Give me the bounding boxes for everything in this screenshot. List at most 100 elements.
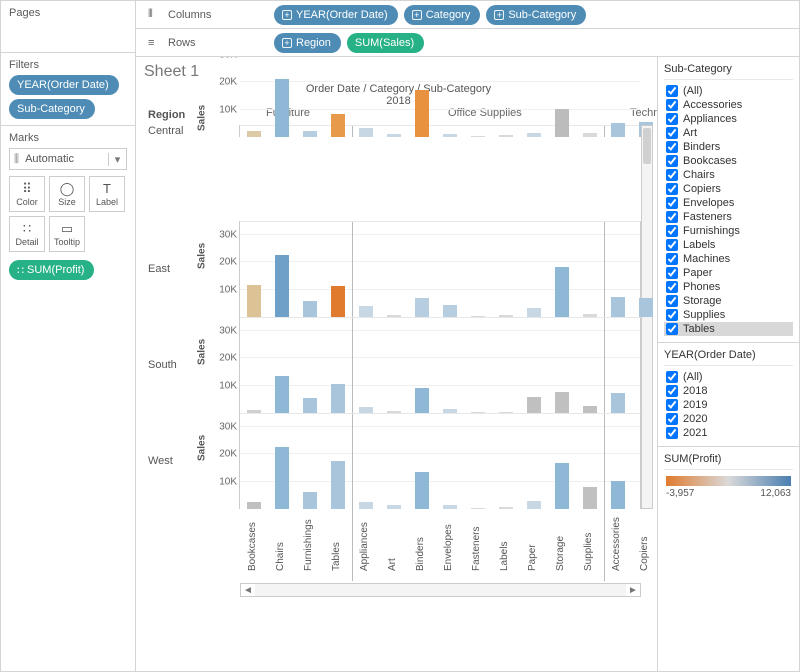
mark-card-size[interactable]: ◯Size bbox=[49, 176, 85, 212]
filter-item[interactable]: (All) bbox=[664, 84, 793, 98]
bar[interactable] bbox=[415, 298, 429, 317]
filter-item[interactable]: Accessories bbox=[664, 98, 793, 112]
chart-pane[interactable] bbox=[240, 125, 641, 137]
bar[interactable] bbox=[555, 109, 569, 137]
checkbox[interactable] bbox=[666, 225, 678, 237]
bar[interactable] bbox=[359, 306, 373, 317]
filter-item[interactable]: Labels bbox=[664, 238, 793, 252]
year-filter[interactable]: YEAR(Order Date) (All)2018201920202021 bbox=[658, 343, 799, 447]
chart-pane[interactable] bbox=[240, 221, 641, 317]
bar[interactable] bbox=[583, 133, 597, 137]
row-pill[interactable]: +Region bbox=[274, 33, 341, 53]
mark-type-select[interactable]: ⫼ Automatic ▾ bbox=[9, 148, 127, 170]
filter-item[interactable]: 2019 bbox=[664, 398, 793, 412]
chevron-down-icon[interactable]: ▾ bbox=[108, 153, 126, 166]
bar[interactable] bbox=[611, 481, 625, 509]
checkbox[interactable] bbox=[666, 253, 678, 265]
filter-item[interactable]: Appliances bbox=[664, 112, 793, 126]
bar[interactable] bbox=[471, 136, 485, 137]
checkbox[interactable] bbox=[666, 309, 678, 321]
bar[interactable] bbox=[247, 285, 261, 317]
checkbox[interactable] bbox=[666, 85, 678, 97]
mark-card-color[interactable]: ⠿Color bbox=[9, 176, 45, 212]
horizontal-scrollbar[interactable]: ◄ ► bbox=[240, 583, 641, 597]
filter-item[interactable]: Art bbox=[664, 126, 793, 140]
bar[interactable] bbox=[443, 305, 457, 317]
checkbox[interactable] bbox=[666, 413, 678, 425]
bar[interactable] bbox=[331, 114, 345, 137]
checkbox[interactable] bbox=[666, 113, 678, 125]
filter-item[interactable]: 2018 bbox=[664, 384, 793, 398]
checkbox[interactable] bbox=[666, 385, 678, 397]
pages-shelf[interactable]: Pages bbox=[1, 1, 135, 53]
bar[interactable] bbox=[583, 406, 597, 413]
bar[interactable] bbox=[303, 131, 317, 137]
checkbox[interactable] bbox=[666, 169, 678, 181]
checkbox[interactable] bbox=[666, 295, 678, 307]
chart-pane[interactable] bbox=[240, 317, 641, 413]
bar[interactable] bbox=[555, 463, 569, 509]
column-pill[interactable]: +Category bbox=[404, 5, 481, 25]
bar[interactable] bbox=[555, 267, 569, 317]
checkbox[interactable] bbox=[666, 323, 678, 335]
filter-item[interactable]: Tables bbox=[664, 322, 793, 336]
checkbox[interactable] bbox=[666, 371, 678, 383]
filter-item[interactable]: Paper bbox=[664, 266, 793, 280]
subcategory-filter[interactable]: Sub-Category (All)AccessoriesAppliancesA… bbox=[658, 57, 799, 343]
bar[interactable] bbox=[527, 397, 541, 413]
checkbox[interactable] bbox=[666, 155, 678, 167]
filter-item[interactable]: Fasteners bbox=[664, 210, 793, 224]
bar[interactable] bbox=[527, 133, 541, 137]
mark-card-detail[interactable]: ∷Detail bbox=[9, 216, 45, 252]
row-pill[interactable]: SUM(Sales) bbox=[347, 33, 424, 53]
bar[interactable] bbox=[555, 392, 569, 413]
column-pill[interactable]: +Sub-Category bbox=[486, 5, 586, 25]
bar[interactable] bbox=[331, 286, 345, 317]
filter-item[interactable]: Phones bbox=[664, 280, 793, 294]
bar[interactable] bbox=[275, 376, 289, 413]
bar[interactable] bbox=[359, 502, 373, 509]
bar[interactable] bbox=[415, 472, 429, 509]
filter-item[interactable]: (All) bbox=[664, 370, 793, 384]
bar[interactable] bbox=[275, 79, 289, 137]
bar[interactable] bbox=[527, 308, 541, 317]
checkbox[interactable] bbox=[666, 211, 678, 223]
mark-card-label[interactable]: TLabel bbox=[89, 176, 125, 212]
column-pill[interactable]: +YEAR(Order Date) bbox=[274, 5, 398, 25]
bar[interactable] bbox=[499, 135, 513, 137]
filters-shelf[interactable]: Filters YEAR(Order Date)Sub-Category bbox=[1, 53, 135, 126]
filter-item[interactable]: Envelopes bbox=[664, 196, 793, 210]
bar[interactable] bbox=[275, 255, 289, 317]
marks-color-pill[interactable]: ∷ SUM(Profit) bbox=[9, 260, 94, 280]
vertical-scrollbar[interactable] bbox=[641, 125, 653, 509]
bar[interactable] bbox=[331, 461, 345, 509]
filter-item[interactable]: Furnishings bbox=[664, 224, 793, 238]
checkbox[interactable] bbox=[666, 267, 678, 279]
chart-pane[interactable] bbox=[240, 413, 641, 509]
filter-item[interactable]: Bookcases bbox=[664, 154, 793, 168]
bar[interactable] bbox=[303, 492, 317, 509]
checkbox[interactable] bbox=[666, 427, 678, 439]
checkbox[interactable] bbox=[666, 197, 678, 209]
filter-item[interactable]: 2021 bbox=[664, 426, 793, 440]
bar[interactable] bbox=[247, 502, 261, 509]
scroll-right-icon[interactable]: ► bbox=[626, 585, 640, 596]
bar[interactable] bbox=[611, 123, 625, 137]
checkbox[interactable] bbox=[666, 127, 678, 139]
filter-item[interactable]: Storage bbox=[664, 294, 793, 308]
bar[interactable] bbox=[415, 90, 429, 137]
bar[interactable] bbox=[247, 131, 261, 137]
bar[interactable] bbox=[387, 134, 401, 137]
bar[interactable] bbox=[331, 384, 345, 413]
filter-pill[interactable]: Sub-Category bbox=[9, 99, 95, 119]
bar[interactable] bbox=[527, 501, 541, 509]
filter-item[interactable]: Machines bbox=[664, 252, 793, 266]
checkbox[interactable] bbox=[666, 141, 678, 153]
columns-shelf[interactable]: ⦀ Columns +YEAR(Order Date)+Category+Sub… bbox=[136, 1, 799, 29]
checkbox[interactable] bbox=[666, 239, 678, 251]
filter-item[interactable]: Chairs bbox=[664, 168, 793, 182]
checkbox[interactable] bbox=[666, 183, 678, 195]
bar[interactable] bbox=[611, 393, 625, 413]
filter-item[interactable]: Copiers bbox=[664, 182, 793, 196]
mark-card-tooltip[interactable]: ▭Tooltip bbox=[49, 216, 85, 252]
